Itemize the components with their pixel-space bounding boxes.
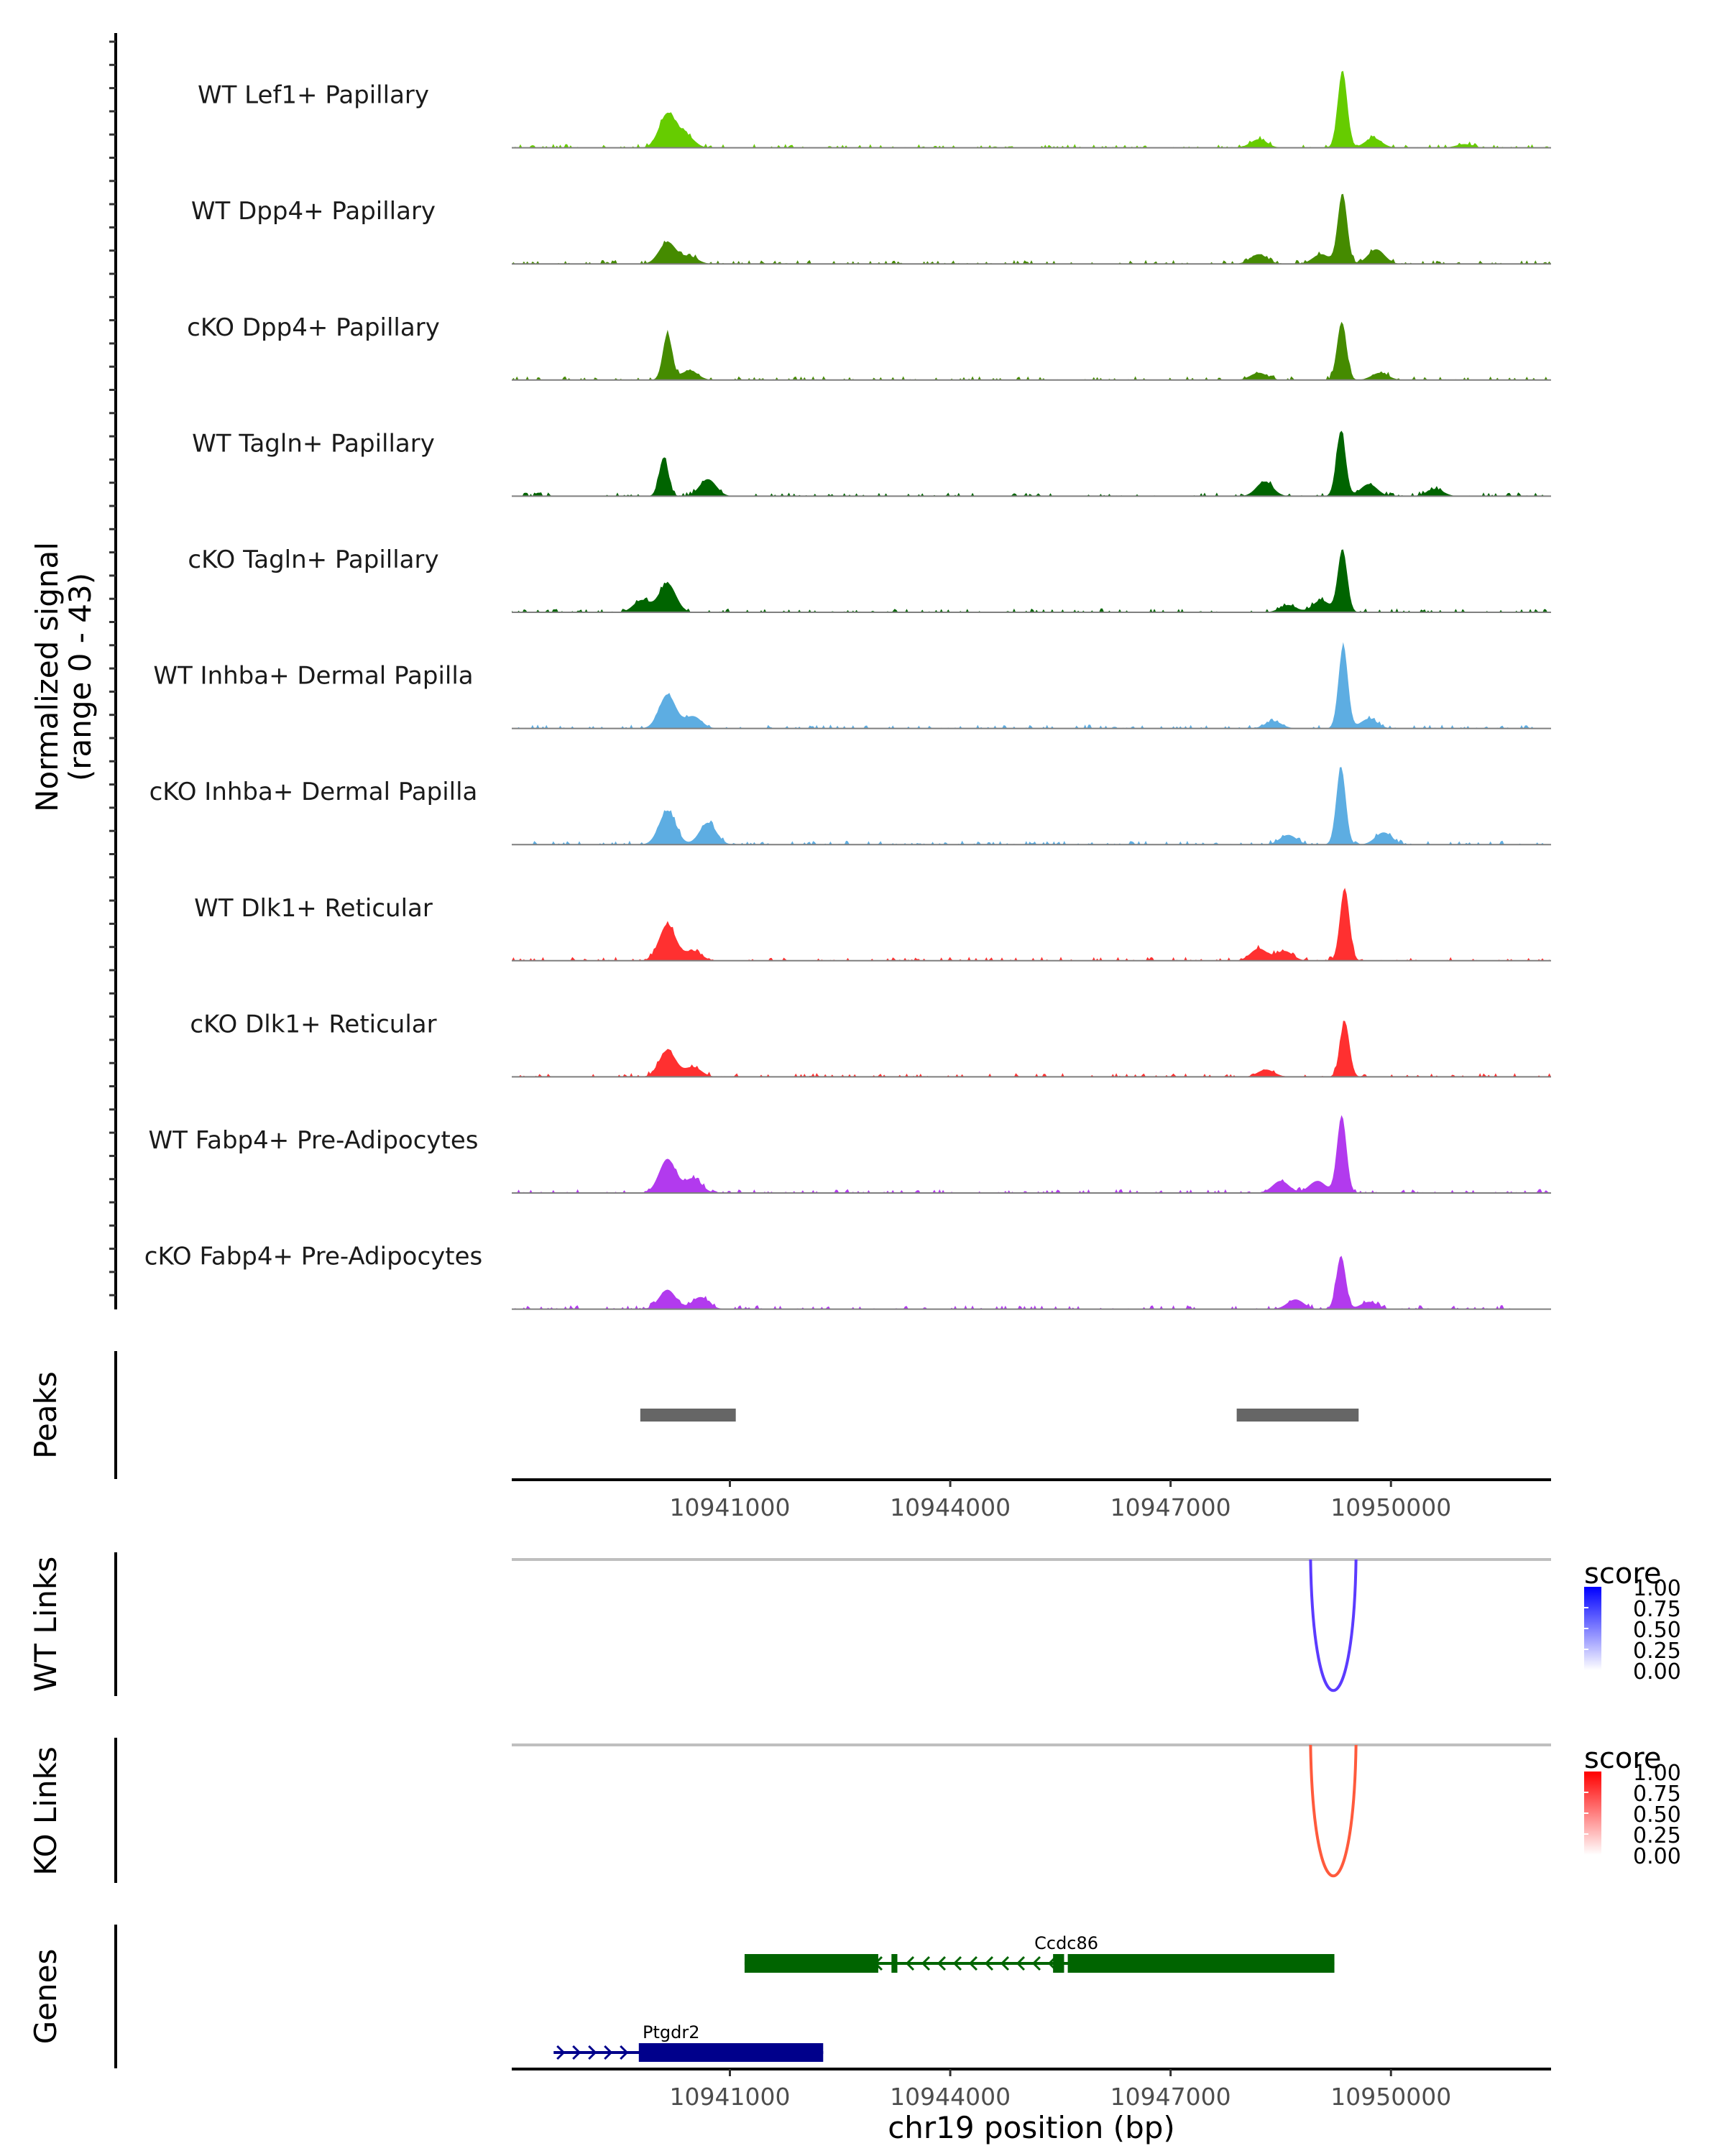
coverage-track: WT Fabp4+ Pre-Adipocytes bbox=[149, 1115, 1551, 1194]
ko-links-legend: score 1.000.750.500.250.00 bbox=[1584, 1742, 1681, 1869]
coverage-y-label-line1: Normalized signal bbox=[29, 542, 65, 812]
peak-region bbox=[1236, 1409, 1359, 1422]
coverage-area bbox=[512, 321, 1551, 380]
x-tick-label: 10941000 bbox=[670, 1493, 791, 1521]
x-tick-label: 10944000 bbox=[890, 1493, 1011, 1521]
links-track bbox=[512, 1743, 1551, 1878]
genes-x-ticks: 10941000 10944000 10947000 10950000 bbox=[670, 2069, 1451, 2111]
x-tick-label: 10947000 bbox=[1110, 1493, 1231, 1521]
x-tick-label: 10944000 bbox=[890, 2083, 1011, 2111]
strand-arrow-left-icon bbox=[921, 1955, 931, 1971]
gene-name: Ptgdr2 bbox=[643, 2022, 700, 2042]
links-track bbox=[512, 1558, 1551, 1692]
coverage-area bbox=[512, 70, 1551, 148]
legend-title: score bbox=[1584, 1557, 1661, 1590]
link-arc bbox=[1309, 1559, 1358, 1692]
strand-arrow-right-icon bbox=[588, 2045, 597, 2060]
gene-exon bbox=[744, 1954, 878, 1973]
track-label: WT Fabp4+ Pre-Adipocytes bbox=[149, 1126, 479, 1155]
coverage-area bbox=[512, 549, 1551, 612]
gene-exon bbox=[638, 2043, 824, 2062]
x-tick-label: 10947000 bbox=[1110, 2083, 1231, 2111]
legend-tick-label: 0.75 bbox=[1633, 1597, 1681, 1622]
links-tracks bbox=[512, 1558, 1551, 1878]
x-tick-label: 10941000 bbox=[670, 2083, 791, 2111]
coverage-panel: WT Lef1+ Papillary WT Dpp4+ Papillary cKO … bbox=[144, 70, 1551, 1310]
genes-track: Ccdc86 Ptgdr2 bbox=[553, 1933, 1335, 2062]
legend-tick-label: 0.75 bbox=[1633, 1782, 1681, 1807]
legend-tick-label: 0.50 bbox=[1633, 1618, 1681, 1643]
coverage-track: cKO Fabp4+ Pre-Adipocytes bbox=[144, 1243, 1551, 1310]
coverage-area bbox=[512, 1021, 1551, 1077]
coverage-track: WT Tagln+ Papillary bbox=[192, 429, 1551, 497]
coverage-track: cKO Dpp4+ Papillary bbox=[187, 313, 1551, 381]
legend-tick-label: 1.00 bbox=[1633, 1761, 1681, 1786]
track-label: cKO Fabp4+ Pre-Adipocytes bbox=[144, 1243, 483, 1271]
peaks-track bbox=[640, 1409, 1359, 1422]
coverage-track: cKO Inhba+ Dermal Papilla bbox=[150, 767, 1551, 846]
peaks-x-ticks: 10941000 10944000 10947000 10950000 bbox=[670, 1480, 1451, 1521]
coverage-area bbox=[512, 767, 1551, 845]
coverage-area bbox=[512, 193, 1551, 264]
track-label: cKO Tagln+ Papillary bbox=[188, 545, 438, 574]
coverage-y-ticks bbox=[109, 40, 116, 1296]
coverage-track: WT Inhba+ Dermal Papilla bbox=[153, 642, 1551, 729]
x-axis-title: chr19 position (bp) bbox=[888, 2110, 1175, 2145]
peak-region bbox=[640, 1409, 736, 1422]
gene-model: Ccdc86 bbox=[744, 1933, 1335, 1973]
coverage-area bbox=[512, 1256, 1551, 1309]
strand-arrow-left-icon bbox=[937, 1955, 947, 1971]
track-label: WT Dpp4+ Papillary bbox=[191, 197, 436, 226]
strand-arrow-left-icon bbox=[952, 1955, 962, 1971]
gene-exon bbox=[1067, 1954, 1335, 1973]
strand-arrow-left-icon bbox=[984, 1955, 994, 1971]
genes-label: Genes bbox=[28, 1949, 63, 2045]
strand-arrow-left-icon bbox=[1031, 1955, 1041, 1971]
coverage-track: WT Dpp4+ Papillary bbox=[191, 193, 1551, 265]
legend-tick-label: 1.00 bbox=[1633, 1576, 1681, 1601]
x-tick-label: 10950000 bbox=[1330, 2083, 1451, 2111]
wt-links-label: WT Links bbox=[28, 1557, 63, 1692]
x-tick-label: 10950000 bbox=[1330, 1493, 1451, 1521]
ko-links-label: KO Links bbox=[28, 1746, 63, 1876]
coverage-track: WT Lef1+ Papillary bbox=[198, 70, 1551, 149]
coverage-track: cKO Tagln+ Papillary bbox=[188, 545, 1551, 613]
track-label: WT Tagln+ Papillary bbox=[192, 429, 435, 458]
coverage-area bbox=[512, 430, 1551, 497]
strand-arrow-right-icon bbox=[620, 2045, 629, 2060]
track-label: cKO Dlk1+ Reticular bbox=[190, 1010, 436, 1038]
strand-arrow-right-icon bbox=[604, 2045, 613, 2060]
gene-exon bbox=[1053, 1954, 1064, 1973]
strand-arrow-left-icon bbox=[1016, 1955, 1026, 1971]
legend-tick-label: 0.00 bbox=[1633, 1844, 1681, 1869]
gene-exon bbox=[891, 1954, 898, 1973]
peaks-label: Peaks bbox=[28, 1371, 63, 1459]
wt-links-legend: score 1.000.750.500.250.00 bbox=[1584, 1557, 1681, 1685]
gene-name: Ccdc86 bbox=[1034, 1933, 1098, 1953]
track-label: WT Inhba+ Dermal Papilla bbox=[153, 662, 473, 691]
legend-title: score bbox=[1584, 1742, 1661, 1775]
coverage-area bbox=[512, 642, 1551, 729]
strand-arrow-left-icon bbox=[968, 1955, 978, 1971]
legend-tick-label: 0.50 bbox=[1633, 1802, 1681, 1828]
legend-tick-label: 0.25 bbox=[1633, 1639, 1681, 1664]
legend-tick-label: 0.25 bbox=[1633, 1823, 1681, 1848]
coverage-track: WT Dlk1+ Reticular bbox=[194, 888, 1551, 962]
gene-model: Ptgdr2 bbox=[553, 2022, 824, 2062]
coverage-y-label-line2: (range 0 - 43) bbox=[63, 573, 98, 781]
strand-arrow-right-icon bbox=[556, 2045, 566, 2060]
strand-arrow-left-icon bbox=[905, 1955, 915, 1971]
track-label: cKO Dpp4+ Papillary bbox=[187, 313, 440, 342]
coverage-area bbox=[512, 888, 1551, 961]
legend-tick-label: 0.00 bbox=[1633, 1659, 1681, 1685]
strand-arrow-right-icon bbox=[572, 2045, 581, 2060]
coverage-track: cKO Dlk1+ Reticular bbox=[190, 1010, 1551, 1078]
track-label: WT Lef1+ Papillary bbox=[198, 81, 429, 110]
track-label: WT Dlk1+ Reticular bbox=[194, 894, 433, 923]
link-arc bbox=[1309, 1744, 1358, 1878]
track-label: cKO Inhba+ Dermal Papilla bbox=[150, 778, 478, 806]
coverage-area bbox=[512, 1115, 1551, 1193]
strand-arrow-left-icon bbox=[1000, 1955, 1010, 1971]
